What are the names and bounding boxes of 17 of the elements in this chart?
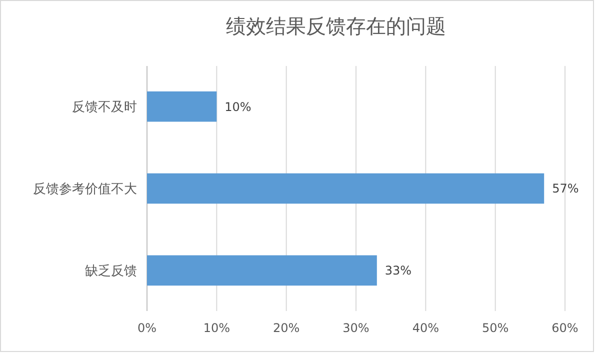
x-tick-label: 50%: [482, 321, 509, 335]
data-label: 33%: [384, 264, 412, 278]
y-tick-label: 反馈不及时: [72, 100, 137, 116]
chart-title: 绩效结果反馈存在的问题: [226, 14, 446, 38]
y-tick-label: 反馈参考价值不大: [33, 182, 137, 198]
bar: [147, 255, 377, 286]
x-tick-label: 60%: [552, 321, 578, 335]
x-tick-label: 40%: [412, 321, 440, 335]
x-tick-label: 20%: [272, 321, 300, 335]
data-label: 57%: [552, 182, 579, 196]
bar: [147, 173, 544, 204]
data-label: 10%: [224, 100, 252, 114]
bar: [147, 91, 217, 122]
x-tick-label: 30%: [342, 321, 370, 335]
x-tick-label: 10%: [203, 321, 230, 335]
y-tick-label: 缺乏反馈: [85, 264, 137, 279]
x-tick-label: 0%: [137, 321, 157, 335]
